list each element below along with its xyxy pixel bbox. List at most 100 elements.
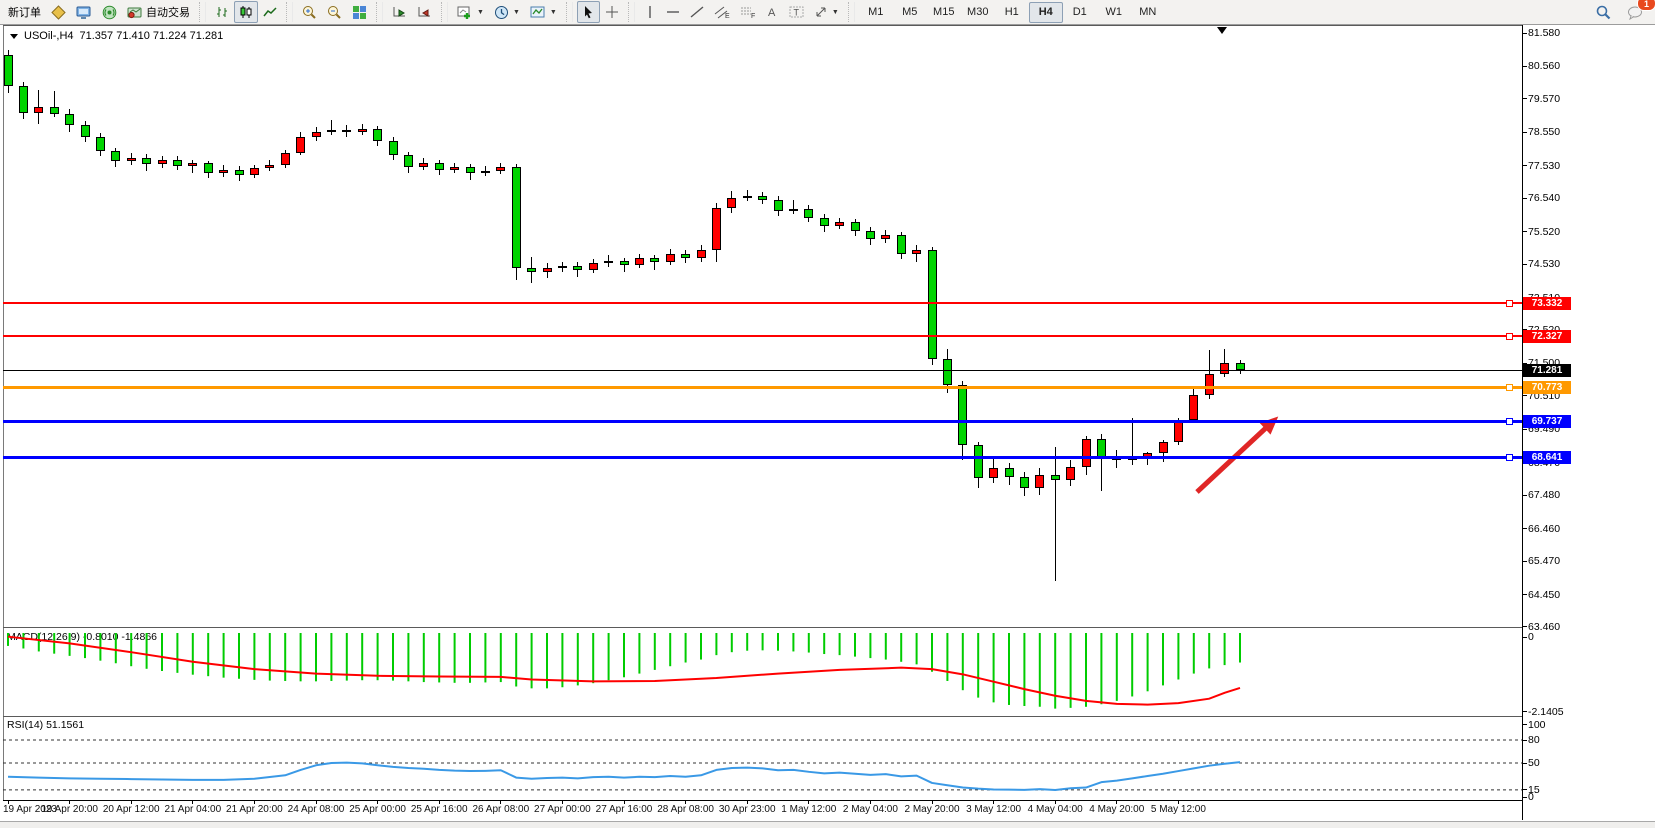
candle-body <box>1204 373 1214 395</box>
templates-button[interactable]: ▼ <box>525 1 562 23</box>
hline-73.332[interactable] <box>3 302 1522 305</box>
tf-button-H1[interactable]: H1 <box>1004 6 1019 18</box>
candle-body <box>912 250 922 254</box>
ohlc-values: 71.357 71.410 71.224 71.281 <box>79 30 224 42</box>
candle-body <box>1035 474 1045 488</box>
macd-indicator-label: MACD(12,26,9) -0.8010 -1.4866 <box>7 631 157 643</box>
zoom-in-icon <box>302 5 317 20</box>
candle-body <box>527 268 537 273</box>
macd-axis-tick <box>1522 636 1527 638</box>
candle-body <box>496 166 506 171</box>
macd-axis-tick <box>1522 711 1527 713</box>
signals-button[interactable] <box>97 1 122 23</box>
hline-70.773[interactable] <box>3 385 1522 389</box>
hline-handle-73.332[interactable] <box>1506 299 1513 307</box>
candle-body <box>665 253 675 262</box>
new-chart-button[interactable]: ▼ <box>452 1 489 23</box>
hline-handle-68.641[interactable] <box>1506 453 1513 461</box>
candlestick-chart-button[interactable] <box>234 1 258 23</box>
tf-button-H4[interactable]: H4 <box>1028 1 1063 23</box>
crosshair-button[interactable] <box>600 1 624 23</box>
tile-windows-button[interactable] <box>347 1 372 23</box>
bar-chart-button[interactable] <box>210 1 234 23</box>
macd-panel-separator[interactable] <box>3 627 1522 628</box>
equidistant-channel-button[interactable]: E <box>709 1 735 23</box>
candle-body <box>357 128 367 133</box>
toolbar: 新订单 自动交易 <box>0 0 1655 25</box>
price-axis-label: 75.520 <box>1528 225 1561 238</box>
time-axis-tick <box>561 800 563 804</box>
autotrading-button[interactable]: 自动交易 <box>122 1 195 23</box>
chart-shift-button[interactable] <box>412 1 437 23</box>
window-bottom-strip <box>0 821 1655 828</box>
price-axis-tick <box>1522 131 1527 133</box>
tf-button-M5[interactable]: M5 <box>902 6 918 18</box>
navigator-button[interactable] <box>71 1 97 23</box>
price-axis-tick <box>1522 263 1527 265</box>
vertical-line-button[interactable] <box>639 1 661 23</box>
equidistant-channel-icon: E <box>714 5 730 20</box>
svg-text:T: T <box>793 8 799 18</box>
time-axis-tick <box>1177 800 1179 804</box>
hline-68.641[interactable] <box>3 455 1522 459</box>
tf-button-M15[interactable]: M15 <box>933 6 955 18</box>
zoom-in-button[interactable] <box>297 1 322 23</box>
toolbar-separator <box>847 2 855 22</box>
rsi-axis-tick <box>1522 724 1527 726</box>
price-axis-label: 66.460 <box>1528 522 1561 535</box>
time-axis-tick <box>7 800 9 804</box>
hline-72.327[interactable] <box>3 335 1522 338</box>
candle-body <box>126 157 136 161</box>
notifications-button[interactable]: 1 <box>1622 0 1655 23</box>
hline-handle-70.773[interactable] <box>1506 383 1513 391</box>
periods-button[interactable]: ▼ <box>489 1 525 23</box>
time-axis-label: 1 May 12:00 <box>781 804 837 815</box>
time-axis-label: 21 Apr 20:00 <box>226 804 283 815</box>
fibonacci-button[interactable]: F <box>735 1 761 23</box>
chart-title[interactable]: USOil-,H4 71.357 71.410 71.224 71.281 <box>10 30 223 42</box>
one-click-trading-icon[interactable] <box>10 33 18 39</box>
line-chart-button[interactable] <box>258 1 282 23</box>
horizontal-line-button[interactable] <box>661 1 685 23</box>
tf-button-M1[interactable]: M1 <box>868 6 884 18</box>
hline-71.281[interactable] <box>3 370 1522 372</box>
zoom-out-button[interactable] <box>322 1 347 23</box>
new-order-button[interactable]: 新订单 <box>3 1 46 23</box>
tile-windows-icon <box>352 5 367 20</box>
candle-body <box>835 221 845 226</box>
tf-button-MN[interactable]: MN <box>1139 6 1157 18</box>
tf-button-D1[interactable]: D1 <box>1072 6 1087 18</box>
tf-button-W1[interactable]: W1 <box>1105 6 1123 18</box>
text-button[interactable]: A <box>761 1 784 23</box>
candle-body <box>219 170 229 173</box>
price-axis-label: 74.530 <box>1528 258 1561 271</box>
time-axis-tick <box>993 800 995 804</box>
chart-shift-icon <box>417 5 432 19</box>
text-label-icon: T <box>789 5 804 19</box>
rsi-axis-label: 50 <box>1528 757 1540 769</box>
tf-button-M30[interactable]: M30 <box>967 6 989 18</box>
arrows-tool-button[interactable]: ▼ <box>809 1 844 23</box>
trendline-button[interactable] <box>685 1 709 23</box>
time-axis-label: 2 May 20:00 <box>904 804 960 815</box>
market-watch-button[interactable] <box>46 1 71 23</box>
navigator-icon <box>76 5 92 20</box>
hline-handle-72.327[interactable] <box>1506 332 1513 340</box>
candle-body <box>819 217 829 226</box>
hline-handle-69.737[interactable] <box>1506 417 1513 425</box>
auto-scroll-button[interactable] <box>387 1 412 23</box>
chevron-down-icon: ▼ <box>831 8 839 16</box>
candle-body <box>773 199 783 211</box>
price-axis-label: 81.580 <box>1528 27 1561 39</box>
price-axis-tick <box>1522 197 1527 199</box>
candle-body <box>1220 362 1230 374</box>
cursor-button[interactable] <box>576 1 600 23</box>
rsi-panel-separator[interactable] <box>3 716 1522 717</box>
search-button[interactable] <box>1590 1 1616 23</box>
hline-69.737[interactable] <box>3 419 1522 423</box>
candle-wick <box>792 200 794 215</box>
chart-shift-marker-icon[interactable] <box>1217 27 1227 34</box>
new-chart-icon <box>457 5 473 20</box>
text-label-button[interactable]: T <box>784 1 809 23</box>
notification-badge: 1 <box>1637 0 1655 11</box>
